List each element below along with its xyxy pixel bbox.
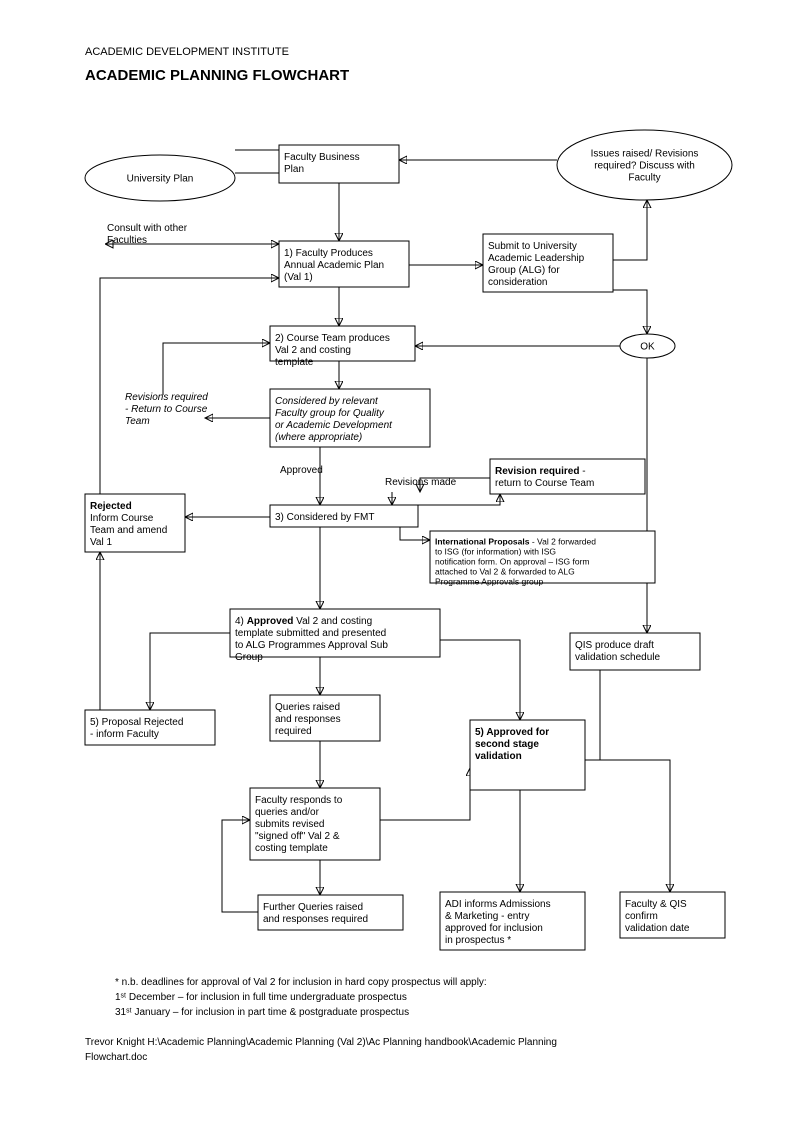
node-rej: Rejected Inform CourseTeam and amendVal … <box>85 494 185 552</box>
svg-text:University Plan: University Plan <box>127 173 194 184</box>
footer: * n.b. deadlines for approval of Val 2 f… <box>85 977 557 1063</box>
svg-text:Consult with otherFaculties: Consult with otherFaculties <box>107 223 188 246</box>
svg-text:Approved: Approved <box>280 465 323 476</box>
node-adi: ADI informs Admissions& Marketing - entr… <box>440 892 585 950</box>
node-intl: International Proposals - Val 2 forwarde… <box>430 531 655 587</box>
node-appr: Approved <box>280 465 323 476</box>
node-revret: Revisions required- Return to CourseTeam <box>125 392 208 427</box>
footnote-l1: 1ˢᵗ December – for inclusion in full tim… <box>115 992 407 1003</box>
node-issues: Issues raised/ Revisionsrequired? Discus… <box>557 130 732 200</box>
node-consult: Consult with otherFaculties <box>107 223 188 246</box>
node-qis: QIS produce draftvalidation schedule <box>570 633 700 670</box>
node-s5a: 5) Approved forsecond stagevalidation <box>470 720 585 790</box>
svg-text:Revision required -return to C: Revision required -return to Course Team <box>495 466 594 489</box>
svg-text:OK: OK <box>640 341 655 352</box>
node-s2: 2) Course Team producesVal 2 and costing… <box>270 326 415 368</box>
footnote: * n.b. deadlines for approval of Val 2 f… <box>115 977 487 988</box>
svg-text:Further Queries raisedand resp: Further Queries raisedand responses requ… <box>263 902 368 925</box>
node-alg: Submit to UniversityAcademic LeadershipG… <box>483 234 613 292</box>
file-path-1: Trevor Knight H:\Academic Planning\Acade… <box>85 1037 557 1048</box>
flowchart-svg: ACADEMIC DEVELOPMENT INSTITUTE ACADEMIC … <box>0 0 793 1122</box>
node-uni: University Plan <box>85 155 235 201</box>
node-queries: Queries raisedand responsesrequired <box>270 695 380 741</box>
node-s4: 4) Approved Val 2 and costingtemplate su… <box>230 609 440 663</box>
node-conf: Faculty & QISconfirmvalidation date <box>620 892 725 938</box>
node-resp: Faculty responds toqueries and/orsubmits… <box>250 788 380 860</box>
svg-text:Revisions required- Return to: Revisions required- Return to CourseTeam <box>125 392 208 427</box>
node-revmade: Revisions made <box>385 477 457 488</box>
page-title: ACADEMIC PLANNING FLOWCHART <box>85 67 349 84</box>
svg-text:QIS produce draftvalidation sc: QIS produce draftvalidation schedule <box>575 640 660 663</box>
node-further: Further Queries raisedand responses requ… <box>258 895 403 930</box>
node-consider: Considered by relevantFaculty group for … <box>270 389 430 447</box>
node-fac: Faculty BusinessPlan <box>279 145 399 183</box>
org-header: ACADEMIC DEVELOPMENT INSTITUTE <box>85 46 289 58</box>
footnote-l2: 31ˢᵗ January – for inclusion in part tim… <box>115 1007 409 1018</box>
node-ok: OK <box>620 334 675 358</box>
node-s1: 1) Faculty ProducesAnnual Academic Plan(… <box>279 241 409 287</box>
svg-text:3) Considered by FMT: 3) Considered by FMT <box>275 512 374 523</box>
node-revreq: Revision required -return to Course Team <box>490 459 645 494</box>
svg-text:Revisions made: Revisions made <box>385 477 457 488</box>
node-s5r: 5) Proposal Rejected- inform Faculty <box>85 710 215 745</box>
node-s3: 3) Considered by FMT <box>270 505 418 527</box>
file-path-2: Flowchart.doc <box>85 1052 147 1063</box>
